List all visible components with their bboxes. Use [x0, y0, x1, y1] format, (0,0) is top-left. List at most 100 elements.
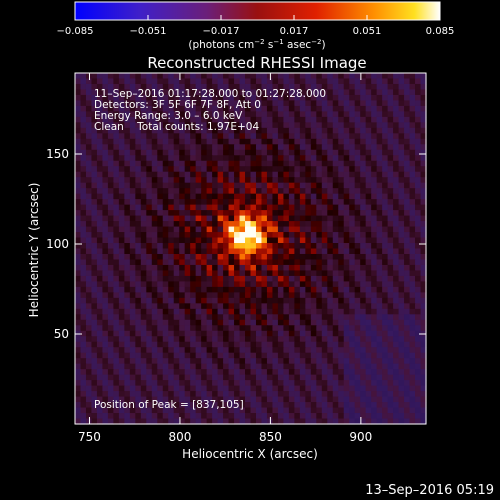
heatmap-cell [332, 133, 339, 140]
heatmap-cell [80, 253, 87, 261]
heatmap-cell [310, 83, 317, 91]
heatmap-cell [371, 391, 378, 398]
heatmap-cell [266, 396, 274, 403]
heatmap-cell [184, 243, 191, 250]
heatmap-cell [360, 171, 367, 178]
heatmap-cell [288, 160, 295, 167]
heatmap-cell [118, 138, 125, 145]
heatmap-cell [146, 89, 153, 96]
heatmap-cell [415, 286, 422, 293]
heatmap-cell [168, 297, 175, 304]
heatmap-cell [118, 407, 125, 414]
heatmap-cell [190, 232, 197, 239]
heatmap-cell [212, 221, 219, 228]
heatmap-cell [223, 232, 230, 239]
heatmap-cell [206, 116, 213, 123]
heatmap-cell [234, 418, 241, 425]
heatmap-cell [234, 347, 241, 354]
heatmap-cell [266, 253, 274, 261]
heatmap-cell [404, 407, 411, 414]
heatmap-cell [387, 237, 394, 244]
heatmap-cell [102, 166, 109, 173]
heatmap-cell [354, 166, 361, 173]
heatmap-cell [102, 396, 109, 403]
heatmap-cell [266, 358, 274, 365]
heatmap-cell [316, 122, 323, 129]
heatmap-cell [277, 100, 284, 107]
heatmap-cell [327, 281, 334, 288]
heatmap-cell [146, 226, 153, 233]
heatmap-cell [283, 319, 290, 326]
heatmap-cell [96, 402, 104, 409]
heatmap-cell [420, 144, 427, 151]
heatmap-cell [146, 385, 153, 392]
heatmap-cell [184, 286, 191, 293]
heatmap-cell [151, 380, 158, 387]
heatmap-cell [135, 105, 142, 112]
heatmap-cell [332, 391, 339, 398]
heatmap-cell [140, 78, 147, 85]
heatmap-cell [261, 352, 268, 359]
heatmap-cell [151, 171, 158, 178]
heatmap-cell [398, 380, 405, 387]
heatmap-cell [382, 292, 389, 299]
heatmap-cell [80, 210, 87, 217]
heatmap-cell [250, 171, 257, 178]
heatmap-cell [420, 292, 427, 299]
heatmap-cell [157, 100, 164, 107]
heatmap-cell [201, 232, 208, 239]
heatmap-cell [217, 177, 224, 184]
heatmap-cell [272, 297, 279, 304]
heatmap-cell [217, 336, 224, 343]
heatmap-cell [338, 281, 345, 288]
heatmap-cell [80, 325, 87, 332]
heatmap-cell [162, 188, 169, 195]
heatmap-cell [250, 182, 257, 189]
heatmap-cell [354, 94, 361, 102]
heatmap-cell [294, 352, 301, 359]
heatmap-cell [228, 138, 235, 145]
heatmap-cell [239, 160, 246, 167]
heatmap-cell [283, 149, 290, 156]
heatmap-cell [85, 259, 93, 266]
heatmap-cell [338, 303, 345, 310]
heatmap-cell [409, 259, 416, 266]
heatmap-cell [332, 253, 339, 261]
heatmap-cell [107, 144, 114, 151]
heatmap-cell [376, 396, 383, 403]
heatmap-cell [107, 149, 114, 156]
heatmap-cell [283, 396, 290, 403]
heatmap-cell [85, 264, 93, 272]
heatmap-cell [102, 199, 109, 206]
heatmap-cell [113, 259, 120, 266]
heatmap-cell [135, 248, 142, 255]
heatmap-cell [343, 281, 350, 288]
heatmap-cell [299, 281, 306, 288]
heatmap-cell [239, 270, 246, 277]
heatmap-cell [288, 105, 295, 112]
heatmap-cell [338, 336, 345, 343]
heatmap-cell [382, 116, 389, 123]
heatmap-cell [404, 380, 411, 387]
heatmap-cell [365, 248, 372, 255]
heatmap-cell [173, 188, 180, 195]
heatmap-cell [168, 138, 175, 145]
heatmap-cell [162, 358, 169, 365]
heatmap-cell [409, 363, 416, 370]
heatmap-cell [409, 210, 416, 217]
heatmap-cell [85, 385, 93, 392]
heatmap-cell [305, 188, 312, 195]
heatmap-cell [140, 199, 147, 206]
heatmap-cell [96, 232, 104, 239]
heatmap-cell [288, 116, 295, 123]
heatmap-cell [223, 221, 230, 228]
heatmap-cell [294, 292, 301, 299]
heatmap-cell [228, 105, 235, 112]
heatmap-cell [151, 204, 158, 211]
heatmap-cell [135, 292, 142, 299]
heatmap-cell [245, 292, 252, 299]
heatmap-cell [316, 188, 323, 195]
heatmap-cell [129, 182, 136, 189]
heatmap-cell [102, 215, 109, 222]
heatmap-cell [135, 226, 142, 233]
